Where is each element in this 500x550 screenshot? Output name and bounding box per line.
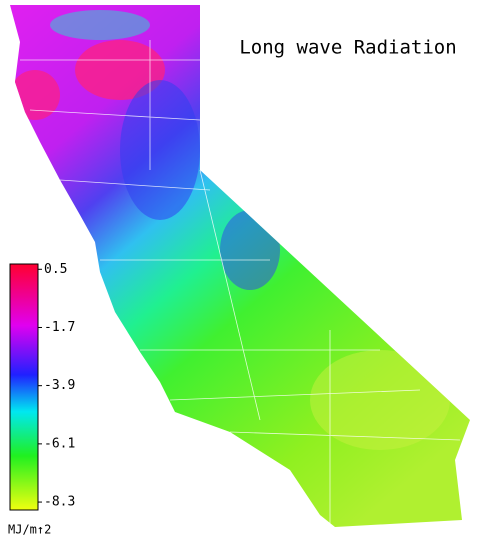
county-lines	[20, 40, 461, 527]
colorbar-tick-label: -6.1	[44, 436, 75, 451]
patch	[220, 210, 280, 290]
county-line	[20, 40, 461, 527]
colorbar-tick-label: -8.3	[44, 495, 75, 510]
colorbar-tick-label: -1.7	[44, 320, 75, 335]
patch	[310, 350, 450, 450]
patch	[50, 10, 150, 40]
map-title: Long wave Radiation	[239, 37, 456, 59]
patch	[75, 40, 165, 100]
patch	[10, 70, 60, 120]
colorbar-ramp	[9, 263, 39, 511]
colorbar-tick-label: 0.5	[44, 262, 67, 277]
colorbar-tick-label: -3.9	[44, 378, 75, 393]
patch	[120, 80, 200, 220]
california-map	[10, 5, 470, 527]
colorbar: 0.5 -1.7 -3.9 -6.1 -8.3	[9, 262, 75, 511]
colorbar-unit: MJ/m↑2	[8, 523, 51, 537]
